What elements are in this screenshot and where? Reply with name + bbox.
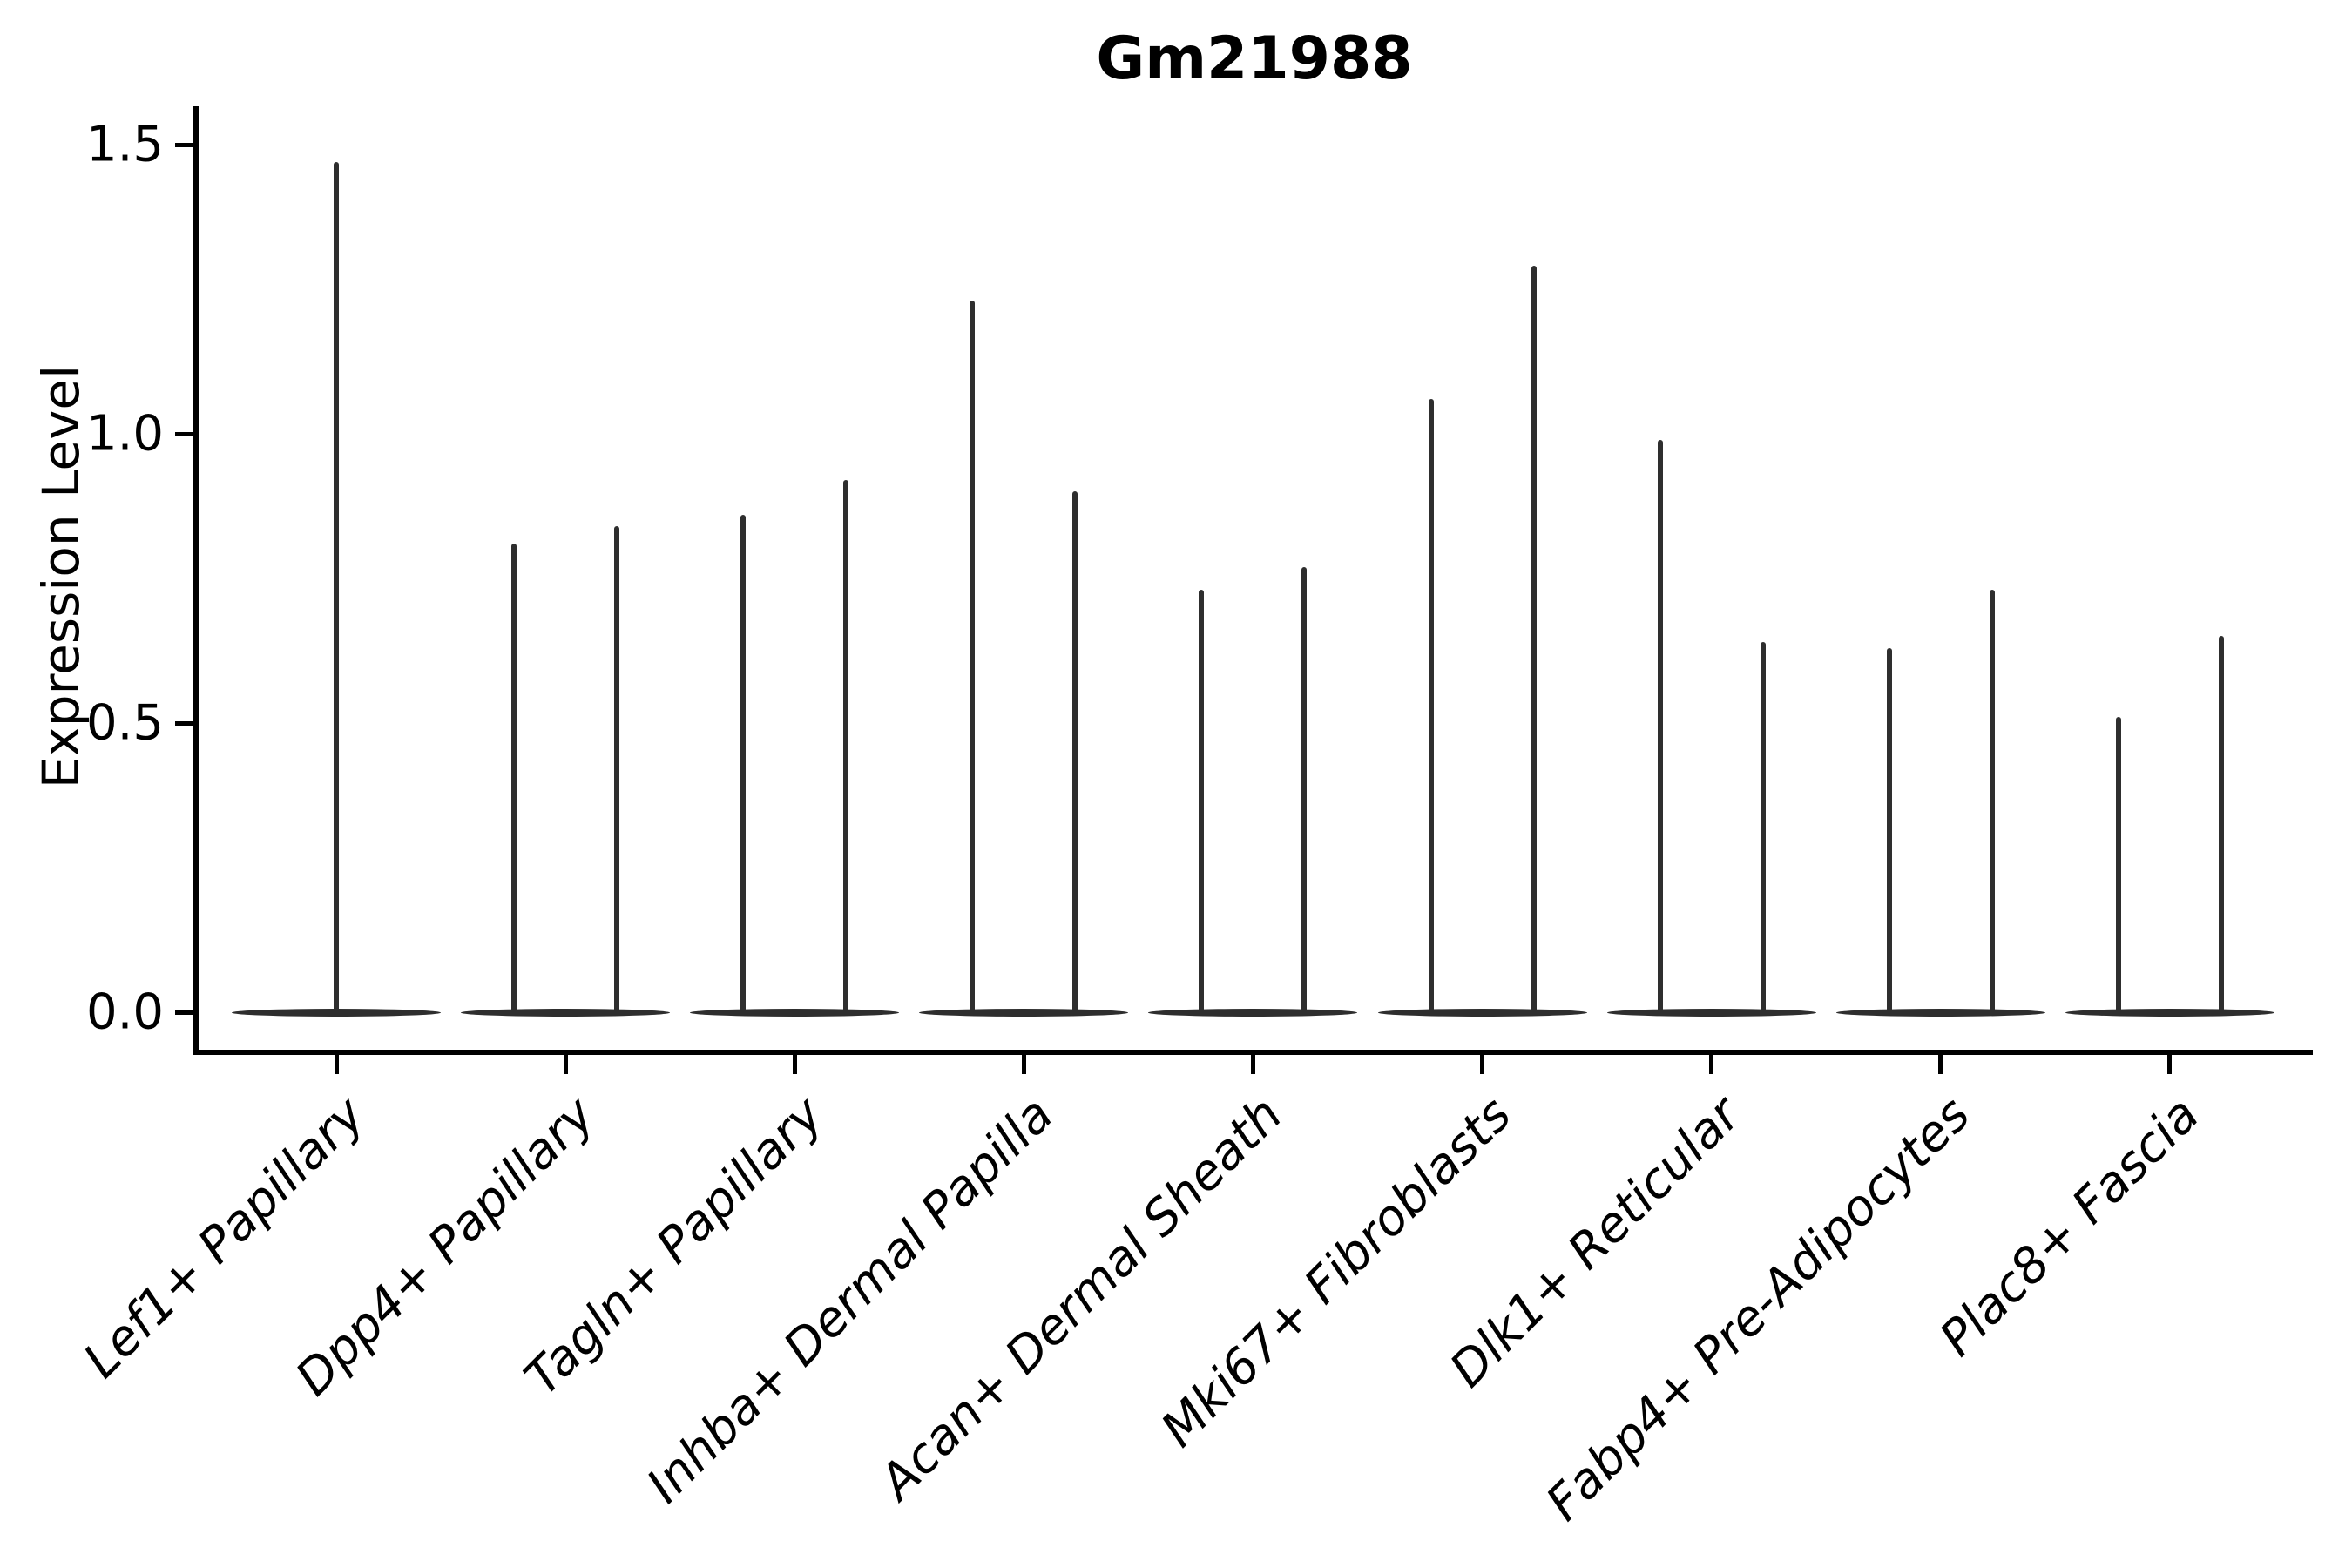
x-tick-mark [2167,1055,2173,1074]
x-tick-label: Inhba+ Dermal Papilla [636,1086,1064,1515]
x-tick-mark [1250,1055,1255,1074]
y-tick-mark [175,720,194,726]
violin-spike [1428,399,1434,1012]
violin-spike [614,526,620,1012]
violin-spike [2218,636,2224,1012]
violin-base [1377,1008,1587,1017]
violin-spike [1657,439,1663,1012]
violin-spike [334,161,339,1012]
violin-spike [843,480,849,1012]
violin-spike [1072,491,1078,1012]
chart-title: Gm21988 [1096,24,1413,93]
violin-spike [970,301,976,1012]
x-tick-mark [563,1055,568,1074]
y-axis-label: Expression Level [31,364,91,789]
violin-base [919,1008,1129,1017]
violin-spike [1199,590,1205,1012]
x-tick-label: Fabp4+ Pre-Adipocytes [1535,1086,1981,1532]
y-tick-mark [175,431,194,436]
x-tick-mark [334,1055,339,1074]
violin-base [690,1008,900,1017]
violin-base [1148,1008,1358,1017]
violin-base [2065,1008,2274,1017]
y-tick-label: 0.5 [85,694,164,752]
y-axis-spine [193,106,199,1055]
x-tick-mark [1709,1055,1714,1074]
violin-spike [740,514,747,1012]
violin-spike [2115,717,2121,1012]
x-tick-mark [1480,1055,1484,1074]
violin-spike [1886,647,1892,1012]
violin-spike [1760,642,1766,1012]
violin-base [461,1008,671,1017]
x-tick-mark [792,1055,797,1074]
y-tick-mark [175,142,194,147]
violin-spike [1531,266,1537,1012]
x-tick-mark [1021,1055,1026,1074]
y-tick-mark [175,1010,194,1015]
x-tick-mark [1938,1055,1943,1074]
violin-base [232,1008,441,1017]
violin-spike [1301,566,1308,1012]
y-tick-label: 1.0 [85,405,164,463]
x-tick-label: Acan+ Dermal Sheath [868,1086,1294,1511]
violin-base [1606,1008,1816,1017]
y-tick-label: 1.5 [85,116,164,173]
violin-spike [1989,590,1995,1012]
y-tick-label: 0.0 [85,983,164,1041]
violin-base [1835,1008,2045,1017]
x-axis-spine [193,1050,2313,1055]
violin-spike [511,544,517,1012]
